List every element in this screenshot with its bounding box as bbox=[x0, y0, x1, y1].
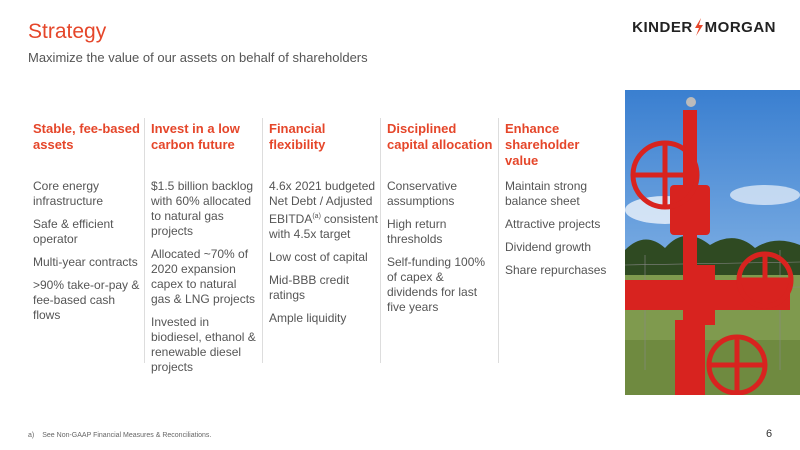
slide-subtitle: Maximize the value of our assets on beha… bbox=[28, 50, 368, 65]
column-separator bbox=[380, 118, 381, 363]
column-item: Safe & efficient operator bbox=[33, 217, 114, 246]
column-item: Multi-year contracts bbox=[33, 255, 138, 269]
footnote: a) See Non-GAAP Financial Measures & Reco… bbox=[28, 432, 211, 439]
item-superscript: (a) bbox=[312, 213, 321, 220]
column-item: Dividend growth bbox=[505, 240, 592, 254]
column-heading: Disciplined capital allocation bbox=[387, 121, 493, 152]
column: Stable, fee-based assets Core energy infr… bbox=[33, 121, 141, 331]
logo-text: MORGAN bbox=[704, 18, 776, 36]
column-heading: Enhance shareholder value bbox=[505, 121, 580, 168]
column-item: Ample liquidity bbox=[269, 311, 347, 325]
column-item: $1.5 billion backlog with 60% allocated … bbox=[151, 179, 254, 238]
footnote-marker: a) bbox=[28, 432, 35, 439]
column-separator bbox=[498, 118, 499, 363]
column: Disciplined capital allocation Conservati… bbox=[387, 121, 495, 323]
page-number: 6 bbox=[766, 428, 773, 440]
column-item: Invested in biodiesel, ethanol & renewab… bbox=[151, 315, 256, 374]
column: Invest in a low carbon future $1.5 billio… bbox=[151, 121, 259, 383]
column-item: Allocated ~70% of 2020 expansion capex t… bbox=[151, 247, 256, 306]
column-heading: Financial flexibility bbox=[269, 121, 326, 152]
column-item: Self-funding 100% of capex & dividends f… bbox=[387, 255, 486, 314]
footnote-text: See Non-GAAP Financial Measures & Reconc… bbox=[42, 432, 212, 439]
column-item: >90% take-or-pay & fee-based cash flows bbox=[33, 278, 140, 322]
column: Financial flexibility 4.6x 2021 budgeted … bbox=[269, 121, 378, 334]
column: Enhance shareholder value Maintain strong… bbox=[505, 121, 613, 286]
column-item: Core energy infrastructure bbox=[33, 179, 104, 208]
logo-bolt bbox=[694, 18, 703, 36]
column-separator bbox=[262, 118, 263, 363]
column-heading: Invest in a low carbon future bbox=[151, 121, 240, 152]
logo: KINDER MORGAN bbox=[632, 18, 776, 36]
logo-text: KINDER bbox=[632, 18, 693, 36]
item-text: 4.6x 2021 budgeted Net Debt / Adjusted E… bbox=[269, 179, 376, 226]
column-separator bbox=[144, 118, 145, 363]
column-item: High return thresholds bbox=[387, 217, 447, 246]
column-item: Share repurchases bbox=[505, 263, 607, 277]
column-item: Low cost of capital bbox=[269, 250, 368, 264]
column-item: Maintain strong balance sheet bbox=[505, 179, 588, 208]
column-item: Conservative assumptions bbox=[387, 179, 458, 208]
photo bbox=[625, 90, 800, 395]
item-text: consistent with 4.5x target bbox=[269, 212, 378, 241]
column-item: Mid-BBB credit ratings bbox=[269, 273, 350, 302]
column-item: 4.6x 2021 budgeted Net Debt / Adjusted E… bbox=[269, 179, 378, 242]
slide-title: Strategy bbox=[28, 20, 107, 43]
column-item: Attractive projects bbox=[505, 217, 601, 231]
column-heading: Stable, fee-based assets bbox=[33, 121, 140, 152]
